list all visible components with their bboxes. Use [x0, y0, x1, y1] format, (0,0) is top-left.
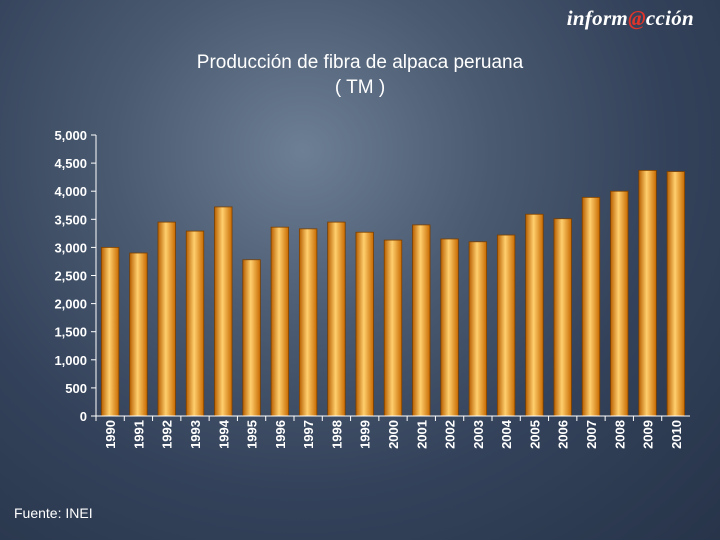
bar-1994 [214, 206, 233, 417]
x-tick-label: 1992 [160, 420, 175, 449]
chart-title-line2: ( TM ) [334, 77, 386, 98]
bar-2003 [468, 241, 488, 417]
y-tick-label: 5,000 [54, 128, 87, 143]
y-tick-label: 3,000 [54, 240, 87, 255]
x-tick-label: 2001 [414, 420, 429, 449]
source-note: Fuente: INEI [14, 505, 93, 521]
x-tick-label: 2010 [669, 420, 684, 449]
y-axis: 0 500 1,000 1,500 2,000 2,500 3,000 3,500 4,000 4… [54, 128, 97, 424]
bar-2000 [383, 239, 403, 417]
y-tick-label: 4,500 [54, 156, 87, 171]
bar-2007 [581, 196, 601, 417]
y-tick-label: 2,500 [54, 269, 87, 284]
bar-2004 [496, 234, 516, 417]
chart-title-line1: Producción de fibra de alpaca peruana [196, 52, 524, 73]
bar-1999 [355, 231, 374, 417]
x-tick-label: 2007 [584, 420, 599, 449]
x-tick-label: 2009 [641, 420, 656, 449]
bars [100, 170, 686, 417]
bar-2002 [440, 238, 459, 417]
x-tick-label: 2002 [443, 420, 458, 449]
bar-1993 [185, 230, 205, 417]
bar-2008 [610, 190, 629, 417]
bar-1995 [242, 259, 261, 417]
bar-2010 [666, 171, 686, 417]
chart-title: Producción de fibra de alpaca peruana ( … [100, 50, 620, 100]
x-tick-label: 1995 [245, 420, 260, 449]
bar-1990 [100, 246, 120, 417]
y-tick-label: 4,000 [54, 184, 87, 199]
bar-1991 [129, 252, 148, 417]
x-tick-label: 2005 [527, 420, 542, 449]
x-tick-label: 1991 [131, 420, 146, 449]
x-tick-label: 1996 [273, 420, 288, 449]
bar-1997 [298, 228, 318, 417]
x-tick-label: 2008 [612, 420, 627, 449]
x-tick-label: 2004 [499, 419, 514, 449]
x-tick-label: 2003 [471, 420, 486, 449]
bar-2005 [525, 213, 544, 417]
bar-2001 [412, 224, 431, 417]
y-tick-label: 1,500 [54, 325, 87, 340]
y-tick-label: 1,000 [54, 353, 87, 368]
y-tick-label: 3,500 [54, 212, 87, 227]
bar-2009 [638, 170, 657, 417]
bar-1992 [157, 221, 176, 417]
x-tick-label: 1993 [188, 420, 203, 449]
x-tick-label: 2000 [386, 420, 401, 449]
x-axis: 1990 1991 1992 1993 1994 1995 1996 1997 1998 1999… [95, 415, 690, 449]
bar-1998 [327, 221, 346, 417]
x-tick-label: 2006 [556, 420, 571, 449]
y-tick-label: 2,000 [54, 297, 87, 312]
y-tick-label: 500 [65, 381, 87, 396]
brand-logo: inform@cción [566, 6, 694, 30]
bar-2006 [553, 218, 572, 417]
y-tick-label: 0 [80, 409, 87, 424]
x-tick-label: 1994 [216, 419, 231, 449]
x-tick-label: 1997 [301, 420, 316, 449]
x-tick-label: 1990 [103, 420, 118, 449]
x-tick-label: 1998 [329, 420, 344, 449]
x-tick-label: 1999 [358, 420, 373, 449]
bar-1996 [270, 226, 290, 417]
